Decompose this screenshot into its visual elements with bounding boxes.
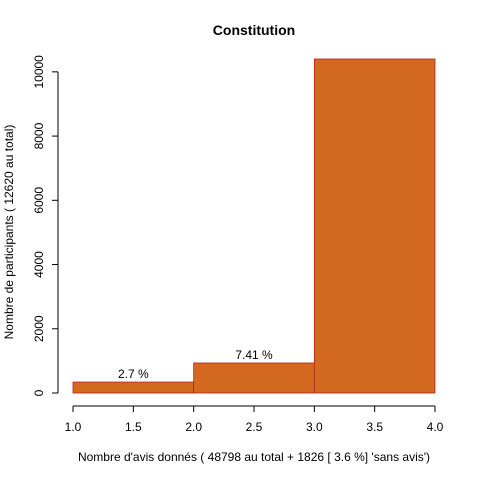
y-tick-label: 4000: [32, 251, 46, 278]
histogram-bar: [193, 362, 315, 394]
histogram-bar: [313, 58, 436, 394]
x-tick-label: 1.5: [125, 420, 142, 434]
y-tick-label: 6000: [32, 187, 46, 214]
y-tick-label: 10000: [32, 55, 46, 89]
bar-percent-label: 2.7 %: [118, 367, 149, 381]
x-tick-label: 1.0: [65, 420, 82, 434]
bar-percent-label: 7.41 %: [235, 348, 273, 362]
y-axis: 0 2000 4000 6000 8000 10000: [32, 55, 59, 396]
data-labels-group: 2.7 % 7.41 %: [118, 348, 273, 381]
x-axis: 1.0 1.5 2.0 2.5 3.0 3.5 4.0: [65, 405, 444, 434]
x-tick-label: 3.5: [366, 420, 383, 434]
histogram-bar: [72, 381, 195, 394]
x-axis-label: Nombre d'avis donnés ( 48798 au total + …: [78, 450, 430, 464]
x-tick-label: 4.0: [427, 420, 444, 434]
bars-group: [72, 58, 436, 394]
y-axis-label: Nombre de participants ( 12620 au total): [2, 125, 16, 340]
x-tick-label: 2.0: [185, 420, 202, 434]
chart-title: Constitution: [213, 22, 295, 38]
x-tick-label: 2.5: [246, 420, 263, 434]
x-tick-label: 3.0: [306, 420, 323, 434]
y-tick-label: 0: [32, 389, 46, 396]
y-tick-label: 2000: [32, 315, 46, 342]
y-tick-label: 8000: [32, 122, 46, 149]
